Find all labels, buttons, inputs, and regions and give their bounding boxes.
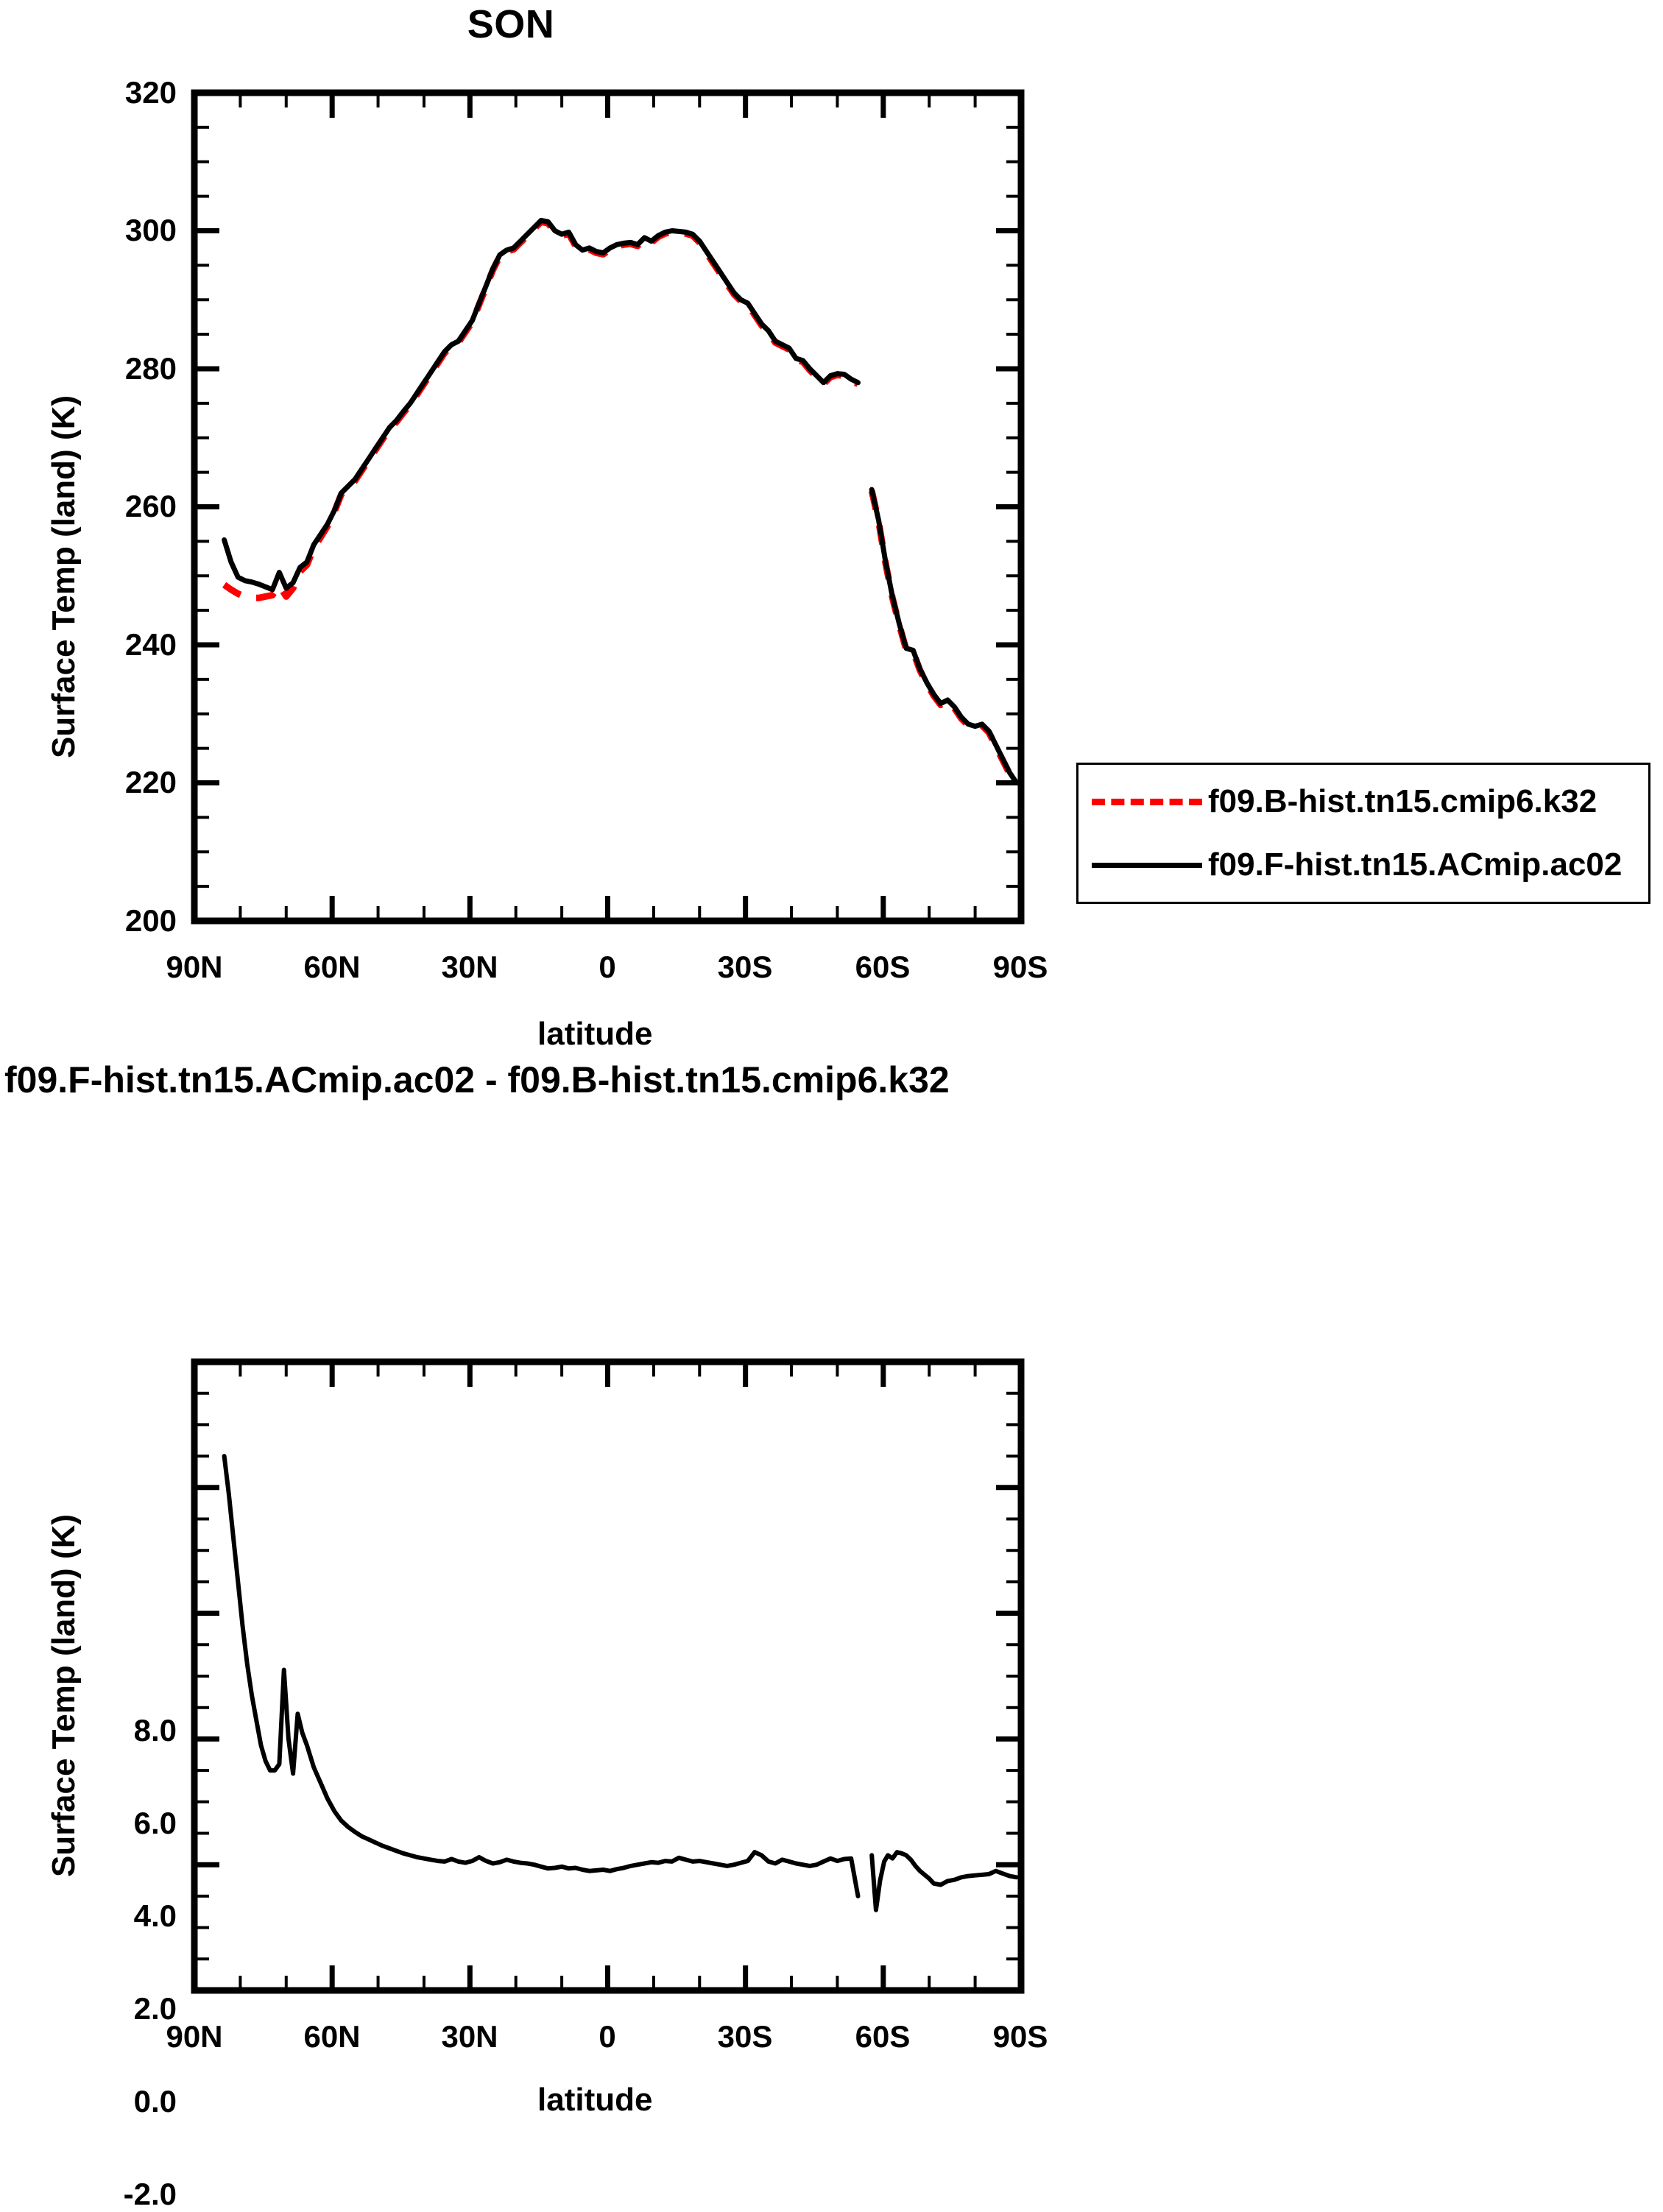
bottom-x-axis-title: latitude [537,2082,653,2118]
bottom-ytick-label: 8.0 [133,1713,177,1748]
figure-title: SON [467,2,555,46]
series-solid [222,217,861,593]
top-panel-plot [191,89,1025,925]
series-solid [869,1850,1019,1912]
top-panel: SON Surface Temp (land) (K) latitude 320… [0,0,1663,1075]
bottom-xtick-label: 60N [303,2019,361,2054]
bottom-panel-plot [191,1358,1025,1994]
bottom-ytick-label: 0.0 [133,2084,177,2119]
top-xtick-label: 60N [303,950,361,984]
legend-item-0[interactable]: f09.B-hist.tn15.cmip6.k32 [1092,785,1597,818]
bottom-ytick-label: 2.0 [133,1991,177,2026]
top-ytick-label: 240 [124,627,177,662]
legend-swatch-dashed-red [1092,798,1202,805]
bottom-xtick-label: 0 [599,2019,616,2054]
legend-swatch-solid-black [1092,862,1202,868]
bottom-ytick-label: -2.0 [123,2177,177,2211]
legend: f09.B-hist.tn15.cmip6.k32 f09.F-hist.tn1… [1076,763,1650,904]
top-xtick-label: 90S [992,950,1048,984]
legend-label: f09.B-hist.tn15.cmip6.k32 [1208,783,1597,819]
plot-frame [191,89,1025,925]
plot-frame [191,1358,1025,1994]
bottom-panel: Surface Temp (land) (K) latitude 8.0 6.0… [0,1112,1663,2211]
top-x-axis-title: latitude [537,1016,653,1052]
top-xtick-label: 90N [166,950,223,984]
series-solid [869,487,1020,785]
legend-item-1[interactable]: f09.F-hist.tn15.ACmip.ac02 [1092,849,1622,881]
series-dashed [222,218,860,601]
bottom-xtick-label: 90S [992,2019,1048,2054]
bottom-ytick-label: 6.0 [133,1806,177,1840]
legend-label: f09.F-hist.tn15.ACmip.ac02 [1208,847,1623,883]
top-xtick-label: 60S [855,950,911,984]
top-ytick-label: 220 [124,765,177,799]
bottom-xtick-label: 30S [717,2019,773,2054]
top-ytick-label: 260 [124,489,177,523]
top-ytick-label: 280 [124,351,177,386]
series-solid [222,1454,861,1898]
top-ytick-label: 320 [124,75,177,110]
bottom-xtick-label: 30N [441,2019,498,2054]
top-xtick-label: 30N [441,950,498,984]
top-ytick-label: 200 [124,903,177,938]
top-ytick-label: 300 [124,213,177,247]
bottom-xtick-label: 90N [166,2019,223,2054]
bottom-xtick-label: 60S [855,2019,911,2054]
top-xtick-label: 30S [717,950,773,984]
difference-panel-title: f09.F-hist.tn15.ACmip.ac02 - f09.B-hist.… [4,1059,950,1100]
bottom-ytick-label: 4.0 [133,1898,177,1933]
top-xtick-label: 0 [599,950,616,984]
